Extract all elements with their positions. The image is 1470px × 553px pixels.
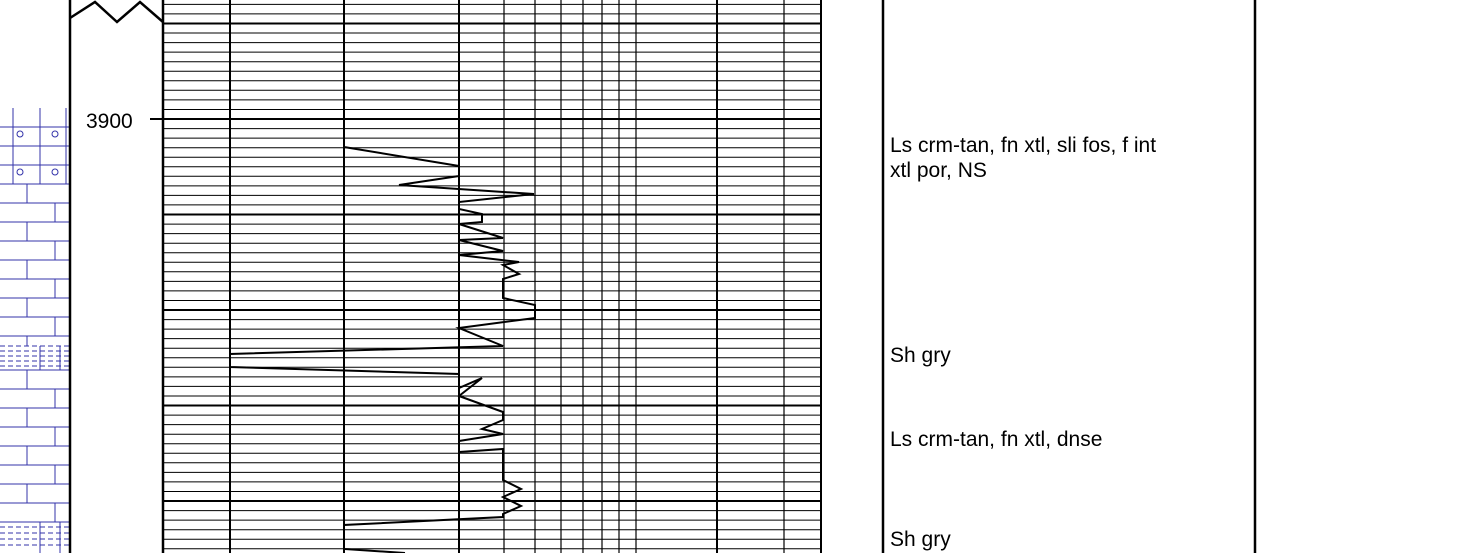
depth-track: 3900 — [68, 0, 165, 553]
lithology-description: Sh gry — [890, 344, 951, 367]
lithology-column — [0, 108, 70, 553]
description-track: Ls crm-tan, fn xtl, sli fos, f int xtl p… — [881, 0, 1257, 553]
lithology-shale — [0, 345, 70, 371]
lithology-description: Ls crm-tan, fn xtl, dnse — [890, 428, 1102, 451]
lithology-shale — [0, 522, 70, 553]
lithology-limestone — [0, 370, 70, 523]
break-symbol — [69, 0, 164, 24]
lithology-limestone-fossiliferous — [0, 108, 70, 185]
lithology-description: Sh gry — [890, 528, 951, 551]
lithology-description: Ls crm-tan, fn xtl, sli fos, f int xtl p… — [890, 134, 1162, 182]
log-curve — [229, 127, 536, 553]
lithology-limestone — [0, 184, 70, 346]
depth-label: 3900 — [86, 110, 133, 133]
log-grid — [163, 0, 822, 553]
